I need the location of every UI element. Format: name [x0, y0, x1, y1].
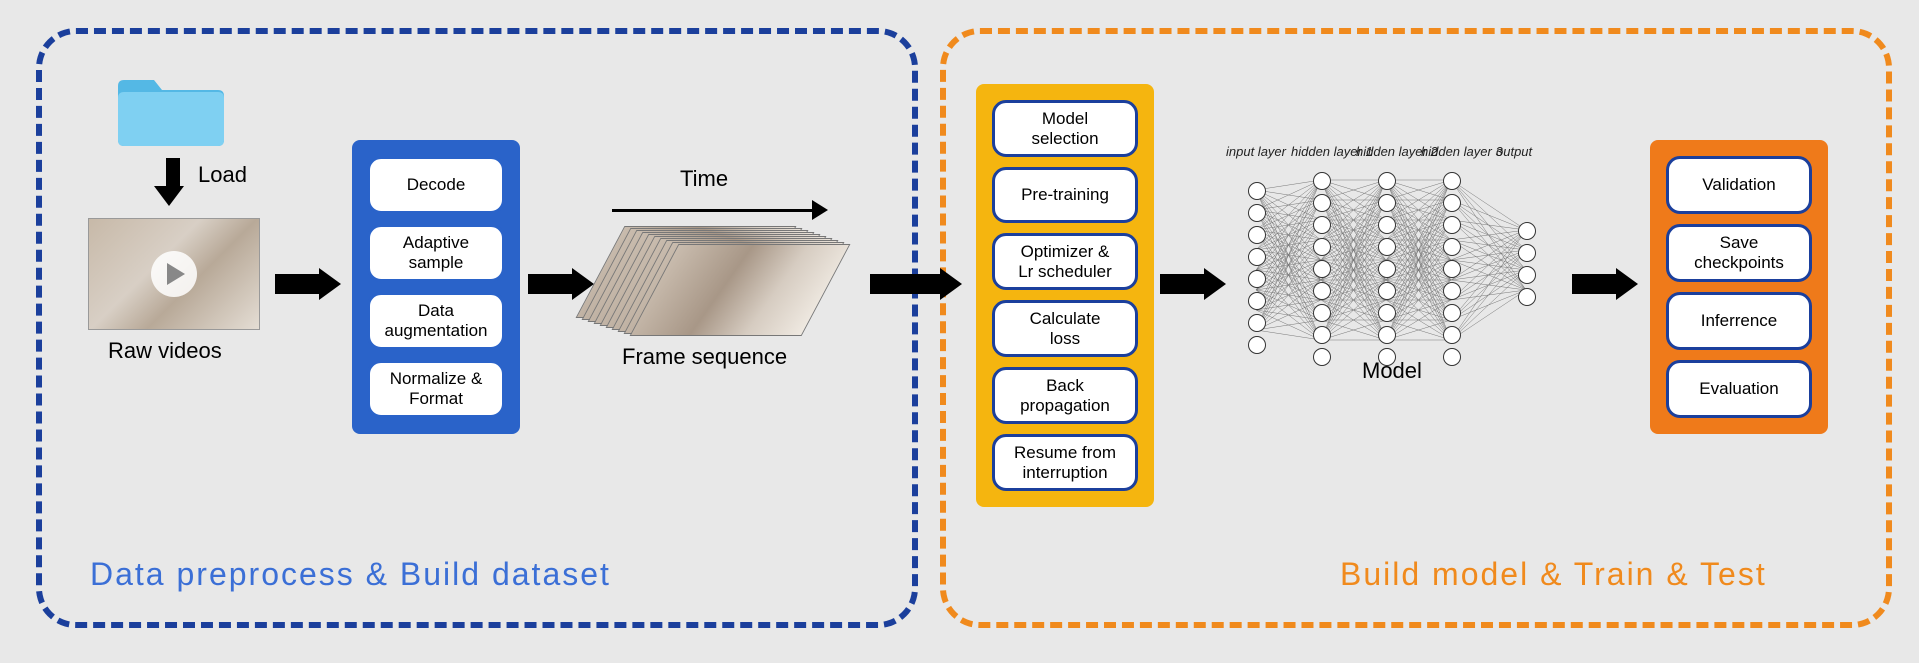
left-stage-title: Data preprocess & Build dataset [90, 556, 611, 593]
test-box: Validation Save checkpoints Inferrence Eval… [1650, 140, 1828, 434]
raw-videos-label: Raw videos [108, 338, 222, 364]
pill-item: Adaptive sample [367, 224, 505, 282]
nn-layer-label: hidden layer 3 [1421, 144, 1503, 159]
arrow-preprocess-to-frames [528, 268, 594, 300]
nn-node [1313, 282, 1331, 300]
preprocess-box: Decode Adaptive sample Data augmentation No… [352, 140, 520, 434]
nn-node [1378, 194, 1396, 212]
nn-node [1313, 348, 1331, 366]
arrow-model-to-test [1572, 268, 1638, 300]
pill-item: Back propagation [992, 367, 1138, 424]
nn-node [1443, 304, 1461, 322]
folder-icon [118, 62, 228, 155]
nn-node [1248, 204, 1266, 222]
nn-node [1378, 326, 1396, 344]
nn-layer-label: input layer [1226, 144, 1286, 159]
pill-item: Validation [1666, 156, 1812, 214]
nn-node [1248, 292, 1266, 310]
nn-node [1518, 266, 1536, 284]
nn-node [1443, 260, 1461, 278]
nn-node [1518, 244, 1536, 262]
nn-node [1248, 248, 1266, 266]
model-label: Model [1362, 358, 1422, 384]
train-box: Model selection Pre-training Optimizer & L… [976, 84, 1154, 507]
nn-node [1443, 216, 1461, 234]
pill-item: Normalize & Format [367, 360, 505, 418]
nn-node [1378, 216, 1396, 234]
raw-video-thumb [88, 218, 260, 330]
nn-node [1313, 326, 1331, 344]
arrow-raw-to-preprocess [275, 268, 341, 300]
pill-item: Optimizer & Lr scheduler [992, 233, 1138, 290]
arrow-train-to-model [1160, 268, 1226, 300]
frame-sequence-label: Frame sequence [622, 344, 787, 370]
nn-layer-label: output [1496, 144, 1532, 159]
nn-node [1443, 282, 1461, 300]
nn-node [1378, 172, 1396, 190]
play-icon [151, 251, 197, 297]
nn-node [1518, 222, 1536, 240]
time-label: Time [680, 166, 728, 192]
pill-item: Calculate loss [992, 300, 1138, 357]
nn-node [1443, 348, 1461, 366]
nn-node [1248, 336, 1266, 354]
nn-node [1378, 304, 1396, 322]
nn-node [1378, 238, 1396, 256]
nn-node [1248, 314, 1266, 332]
load-label: Load [198, 162, 247, 188]
right-stage-title: Build model & Train & Test [1340, 556, 1767, 593]
pill-item: Model selection [992, 100, 1138, 157]
load-arrow [162, 158, 184, 206]
pill-item: Evaluation [1666, 360, 1812, 418]
nn-node [1378, 282, 1396, 300]
nn-node [1313, 260, 1331, 278]
nn-node [1313, 194, 1331, 212]
nn-node [1248, 226, 1266, 244]
nn-node [1378, 260, 1396, 278]
nn-node [1248, 182, 1266, 200]
nn-node [1443, 326, 1461, 344]
nn-node [1443, 194, 1461, 212]
pill-item: Decode [367, 156, 505, 214]
nn-node [1313, 238, 1331, 256]
neural-net-graphic: input layerhidden layer 1hidden layer 2h… [1236, 150, 1566, 370]
pill-item: Resume from interruption [992, 434, 1138, 491]
nn-node [1313, 216, 1331, 234]
nn-node [1313, 172, 1331, 190]
nn-node [1313, 304, 1331, 322]
nn-node [1443, 238, 1461, 256]
pill-item: Save checkpoints [1666, 224, 1812, 282]
pill-item: Inferrence [1666, 292, 1812, 350]
pill-item: Pre-training [992, 167, 1138, 223]
nn-node [1443, 172, 1461, 190]
arrow-frames-to-train [870, 268, 962, 300]
nn-node [1248, 270, 1266, 288]
nn-node [1518, 288, 1536, 306]
pill-item: Data augmentation [367, 292, 505, 350]
frame-sequence-graphic [600, 226, 860, 336]
time-arrow [612, 200, 828, 220]
